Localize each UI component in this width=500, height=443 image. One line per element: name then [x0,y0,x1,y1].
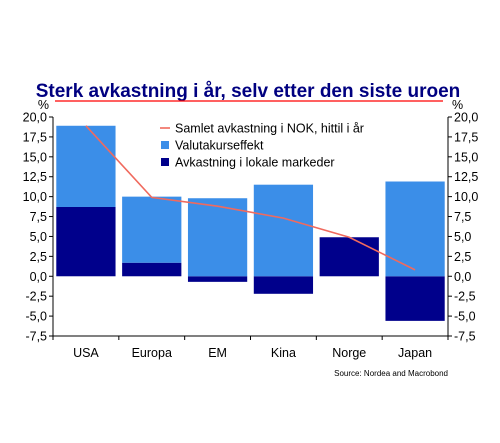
bar-valuta-kina [253,184,314,277]
y-tick-label-left: 17,5 [23,130,47,144]
legend-label-samlet: Samlet avkastning i NOK, hittil i år [175,122,364,136]
y-tick-label-right: 17,5 [454,130,478,144]
y-tick-label-left: 20,0 [23,111,47,125]
y-tick-label-right: -7,5 [454,330,476,344]
y-tick-label-right: 2,5 [454,250,471,264]
y-tick-label-left: 7,5 [30,210,47,224]
y-tick-label-right: 15,0 [454,150,478,164]
y-tick-label-right: -2,5 [454,290,476,304]
bar-lokal-usa [56,206,116,277]
bar-lokal-norge [319,237,379,277]
x-label-europa: Europa [132,346,172,360]
y-tick-label-right: 0,0 [454,270,471,284]
bar-lokal-em [187,276,248,282]
y-unit-left: % [38,98,49,112]
chart-title: Sterk avkastning i år, selv etter den si… [36,81,461,102]
bar-lokal-europa [122,262,182,277]
y-tick-label-left: 5,0 [30,230,47,244]
bar-lokal-kina [253,276,314,294]
bar-lokal-japan [385,276,445,321]
y-tick-label-right: -5,0 [454,310,476,324]
bar-valuta-japan [385,181,445,277]
y-unit-right: % [452,98,463,112]
line-samlet [85,125,416,271]
y-tick-label-left: -5,0 [25,310,47,324]
x-label-japan: Japan [398,346,432,360]
x-label-usa: USA [73,346,99,360]
y-tick-label-left: 0,0 [30,270,47,284]
y-tick-label-right: 10,0 [454,190,478,204]
y-tick-label-right: 20,0 [454,111,478,125]
y-tick-label-right: 5,0 [454,230,471,244]
bar-valuta-usa [56,125,116,207]
x-label-kina: Kina [271,346,296,360]
source-note: Source: Nordea and Macrobond [334,369,448,378]
y-tick-label-left: -7,5 [25,330,47,344]
legend-label-lokal: Avkastning i lokale markeder [175,156,335,170]
y-tick-label-right: 7,5 [454,210,471,224]
y-tick-label-left: -2,5 [25,290,47,304]
y-tick-label-left: 2,5 [30,250,47,264]
legend-label-valuta: Valutakurseffekt [175,139,264,153]
plot-area: 20,0 20,0 17,5 17,5 15,0 15,0 12,5 12,5 10,0 10,0… [23,98,479,360]
x-label-norge: Norge [332,346,366,360]
y-tick-label-right: 12,5 [454,170,478,184]
y-tick-label-left: 15,0 [23,150,47,164]
legend-swatch-valuta [161,141,169,149]
bar-valuta-em [187,198,248,277]
bar-valuta-europa [122,196,182,263]
y-tick-label-left: 12,5 [23,170,47,184]
y-tick-label-left: 10,0 [23,190,47,204]
legend-swatch-lokal [161,158,169,166]
x-label-em: EM [208,346,227,360]
